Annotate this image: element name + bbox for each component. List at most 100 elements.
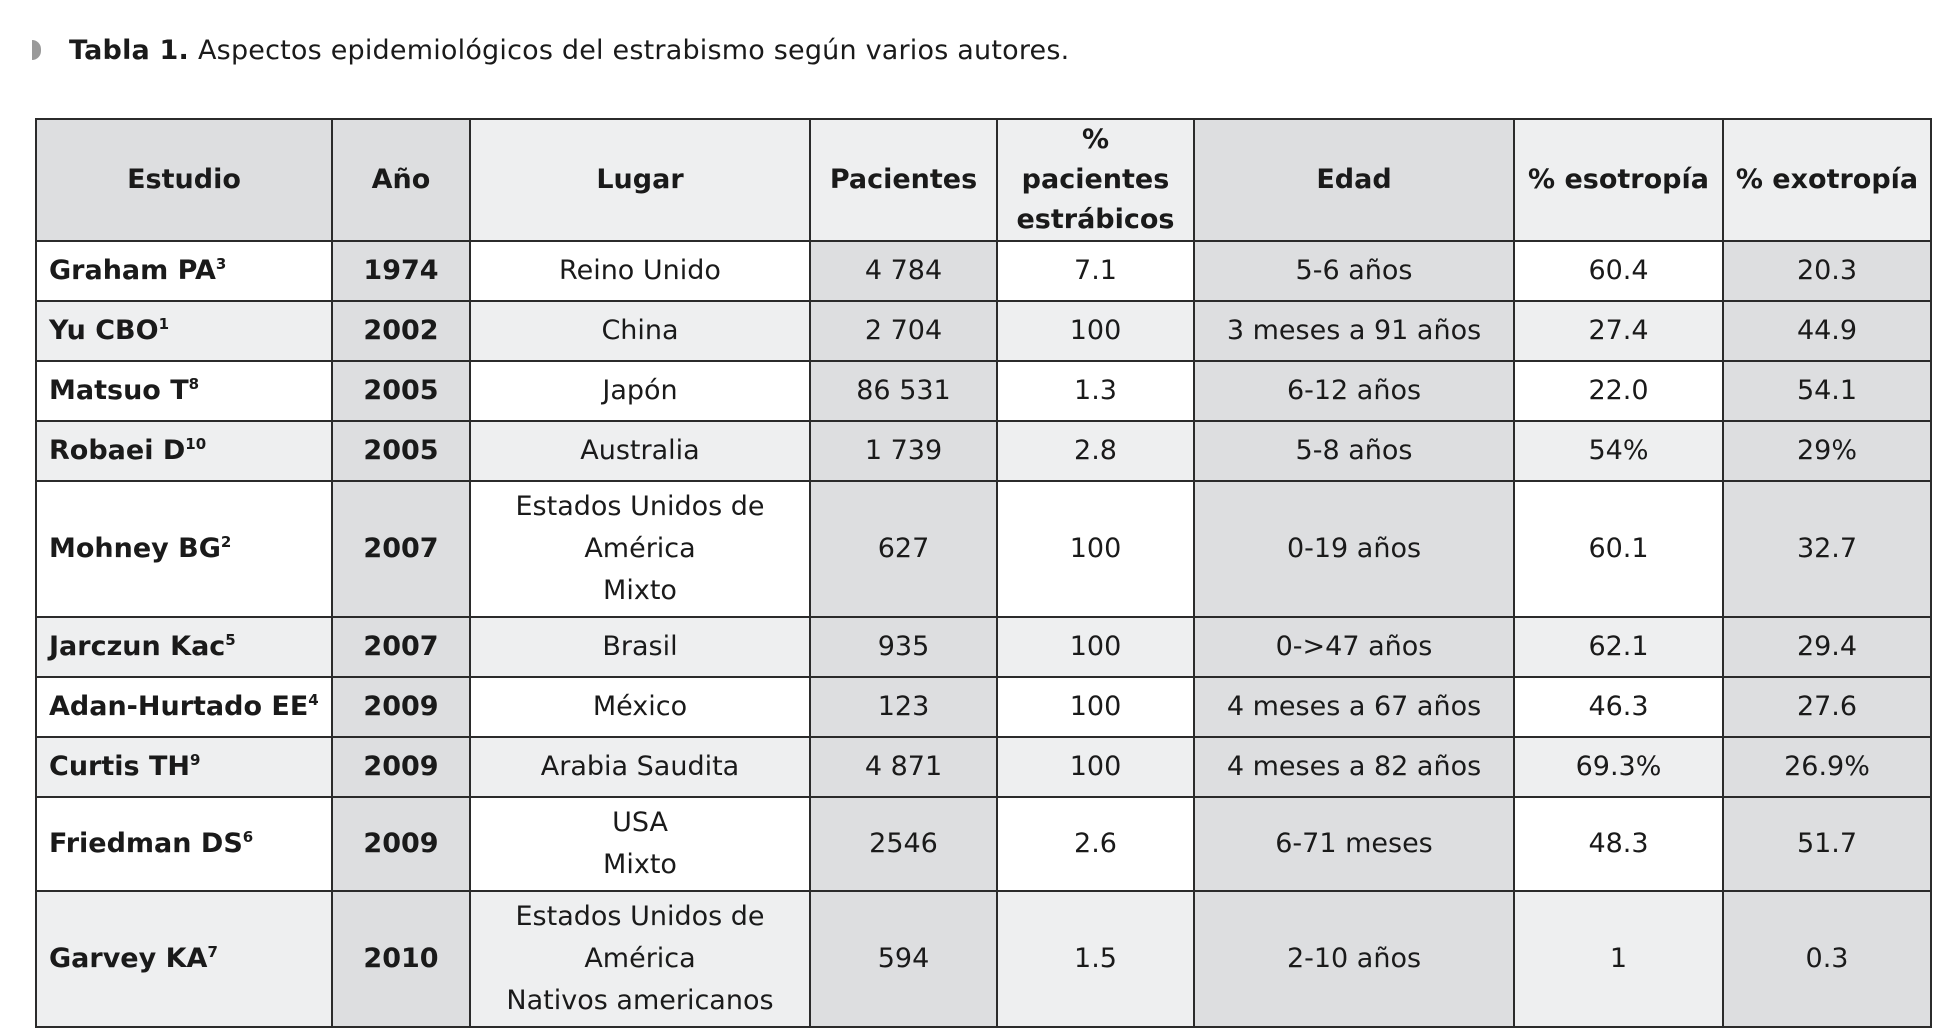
- table-row: Adan-Hurtado EE4 2009 México 123 100 4 m…: [35, 676, 1932, 738]
- cell-edad: 5-8 años: [1193, 420, 1515, 482]
- study-name: Mohney BG: [49, 533, 221, 564]
- table-row: Matsuo T8 2005 Japón 86 531 1.3 6-12 año…: [35, 360, 1932, 422]
- cell-pct: 7.1: [996, 240, 1195, 302]
- cell-esotropia: 48.3: [1513, 796, 1724, 892]
- lugar-line: Estados Unidos de: [515, 491, 765, 522]
- header-pct-estrabicos: % pacientes estrábicos: [996, 118, 1195, 242]
- header-pct-line2: estrábicos: [1016, 204, 1175, 235]
- header-pct-line1: % pacientes: [1021, 124, 1170, 195]
- header-pacientes: Pacientes: [809, 118, 998, 242]
- cell-pct: 1.3: [996, 360, 1195, 422]
- lugar-line: Arabia Saudita: [540, 751, 740, 782]
- header-exotropia: % exotropía: [1722, 118, 1932, 242]
- cell-exotropia: 51.7: [1722, 796, 1932, 892]
- caption-label: Tabla 1.: [69, 34, 190, 66]
- cell-pct: 100: [996, 616, 1195, 678]
- study-name: Garvey KA: [49, 943, 208, 974]
- cell-estudio: Graham PA3: [35, 240, 333, 302]
- table-row: Jarczun Kac5 2007 Brasil 935 100 0->47 a…: [35, 616, 1932, 678]
- header-anio: Año: [331, 118, 471, 242]
- cell-exotropia: 29.4: [1722, 616, 1932, 678]
- cell-lugar: Arabia Saudita: [469, 736, 811, 798]
- study-name: Jarczun Kac: [49, 631, 226, 662]
- cell-estudio: Mohney BG2: [35, 480, 333, 618]
- study-ref: 9: [190, 751, 201, 769]
- cell-edad: 0-19 años: [1193, 480, 1515, 618]
- cell-lugar: USA Mixto: [469, 796, 811, 892]
- header-edad: Edad: [1193, 118, 1515, 242]
- study-ref: 5: [225, 631, 236, 649]
- study-name: Robaei D: [49, 435, 186, 466]
- study-name: Yu CBO: [49, 315, 159, 346]
- cell-lugar: México: [469, 676, 811, 738]
- study-ref: 3: [215, 255, 227, 273]
- lugar-line: China: [601, 315, 679, 346]
- cell-exotropia: 27.6: [1722, 676, 1932, 738]
- table-caption: Tabla 1. Aspectos epidemiológicos del es…: [32, 30, 1069, 70]
- cell-pacientes: 4 871: [809, 736, 998, 798]
- study-ref: 8: [188, 375, 200, 393]
- cell-estudio: Adan-Hurtado EE4: [35, 676, 333, 738]
- lugar-line: Estados Unidos de: [515, 901, 765, 932]
- cell-pacientes: 86 531: [809, 360, 998, 422]
- caption-bullet-icon: [32, 40, 41, 60]
- cell-anio: 2007: [331, 480, 471, 618]
- table-row: Curtis TH9 2009 Arabia Saudita 4 871 100…: [35, 736, 1932, 798]
- cell-pct: 1.5: [996, 890, 1195, 1028]
- cell-anio: 2009: [331, 796, 471, 892]
- cell-esotropia: 62.1: [1513, 616, 1724, 678]
- cell-estudio: Friedman DS6: [35, 796, 333, 892]
- cell-estudio: Yu CBO1: [35, 300, 333, 362]
- cell-pacientes: 935: [809, 616, 998, 678]
- header-esotropia: % esotropía: [1513, 118, 1724, 242]
- lugar-line: Mixto: [603, 575, 677, 606]
- study-ref: 6: [242, 828, 254, 846]
- lugar-line: Brasil: [602, 631, 678, 662]
- cell-edad: 6-71 meses: [1193, 796, 1515, 892]
- cell-pacientes: 4 784: [809, 240, 998, 302]
- cell-edad: 5-6 años: [1193, 240, 1515, 302]
- study-ref: 10: [185, 435, 207, 453]
- cell-pct: 100: [996, 736, 1195, 798]
- cell-anio: 2007: [331, 616, 471, 678]
- table-row: Mohney BG2 2007 Estados Unidos de Améric…: [35, 480, 1932, 618]
- lugar-line: Japón: [602, 375, 678, 406]
- table-row: Graham PA3 1974 Reino Unido 4 784 7.1 5-…: [35, 240, 1932, 302]
- cell-pct: 2.8: [996, 420, 1195, 482]
- cell-pct: 100: [996, 480, 1195, 618]
- cell-esotropia: 1: [1513, 890, 1724, 1028]
- cell-estudio: Curtis TH9: [35, 736, 333, 798]
- cell-pacientes: 627: [809, 480, 998, 618]
- cell-anio: 1974: [331, 240, 471, 302]
- cell-esotropia: 22.0: [1513, 360, 1724, 422]
- cell-edad: 6-12 años: [1193, 360, 1515, 422]
- cell-anio: 2009: [331, 676, 471, 738]
- header-lugar: Lugar: [469, 118, 811, 242]
- table-row: Yu CBO1 2002 China 2 704 100 3 meses a 9…: [35, 300, 1932, 362]
- lugar-line: Australia: [580, 435, 700, 466]
- cell-edad: 4 meses a 67 años: [1193, 676, 1515, 738]
- cell-exotropia: 0.3: [1722, 890, 1932, 1028]
- cell-esotropia: 60.4: [1513, 240, 1724, 302]
- cell-lugar: Brasil: [469, 616, 811, 678]
- cell-anio: 2010: [331, 890, 471, 1028]
- lugar-line: Mixto: [603, 849, 677, 880]
- lugar-line: América: [584, 943, 696, 974]
- cell-estudio: Matsuo T8: [35, 360, 333, 422]
- cell-anio: 2005: [331, 360, 471, 422]
- cell-lugar: Reino Unido: [469, 240, 811, 302]
- study-ref: 2: [220, 533, 232, 551]
- header-estudio: Estudio: [35, 118, 333, 242]
- cell-lugar: Japón: [469, 360, 811, 422]
- cell-esotropia: 27.4: [1513, 300, 1724, 362]
- cell-anio: 2002: [331, 300, 471, 362]
- lugar-line: USA: [612, 807, 668, 838]
- cell-esotropia: 54%: [1513, 420, 1724, 482]
- study-name: Friedman DS: [49, 828, 243, 859]
- cell-pacientes: 1 739: [809, 420, 998, 482]
- header-row: Estudio Año Lugar Pacientes % pacientes …: [35, 118, 1932, 242]
- study-ref: 7: [207, 943, 218, 961]
- cell-pacientes: 123: [809, 676, 998, 738]
- lugar-line: Nativos americanos: [506, 985, 774, 1016]
- cell-esotropia: 69.3%: [1513, 736, 1724, 798]
